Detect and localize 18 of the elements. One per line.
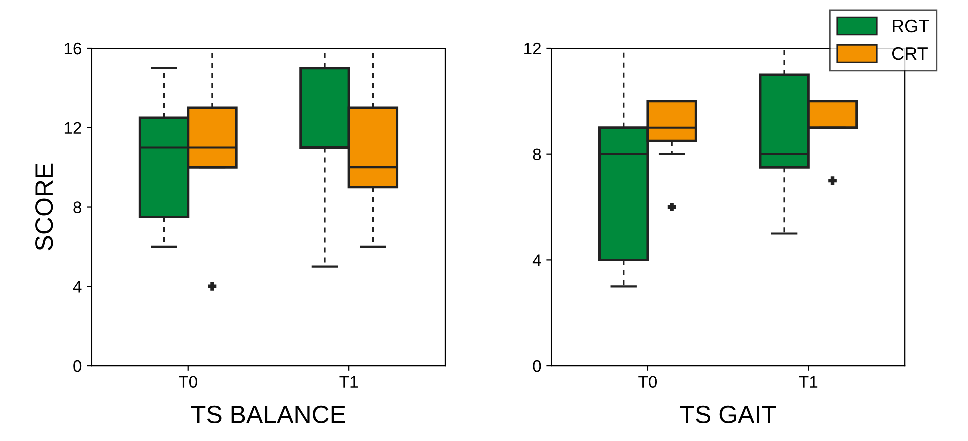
y-tick-label: 0 [74, 360, 82, 372]
x-tick-label: T0 [638, 376, 658, 388]
y-axis-title: SCORE [36, 164, 54, 251]
y-tick-label: 4 [73, 281, 82, 293]
y-tick-label: 8 [533, 148, 542, 161]
x-axis-title: TS GAIT [680, 406, 776, 424]
x-tick-label: T1 [340, 376, 358, 388]
y-tick-label: 16 [64, 42, 82, 55]
y-tick-label: 0 [533, 360, 542, 372]
legend-label: CRT [892, 47, 928, 60]
y-tick-label: 4 [532, 254, 542, 266]
legend-label: RGT [893, 20, 930, 33]
x-tick-label: T1 [799, 376, 818, 388]
x-tick-label: T0 [179, 376, 198, 388]
y-tick-label: 8 [74, 202, 82, 214]
y-tick-label: 12 [524, 42, 541, 55]
y-tick-label: 12 [64, 122, 82, 134]
x-axis-title: TS BALANCE [191, 406, 346, 424]
